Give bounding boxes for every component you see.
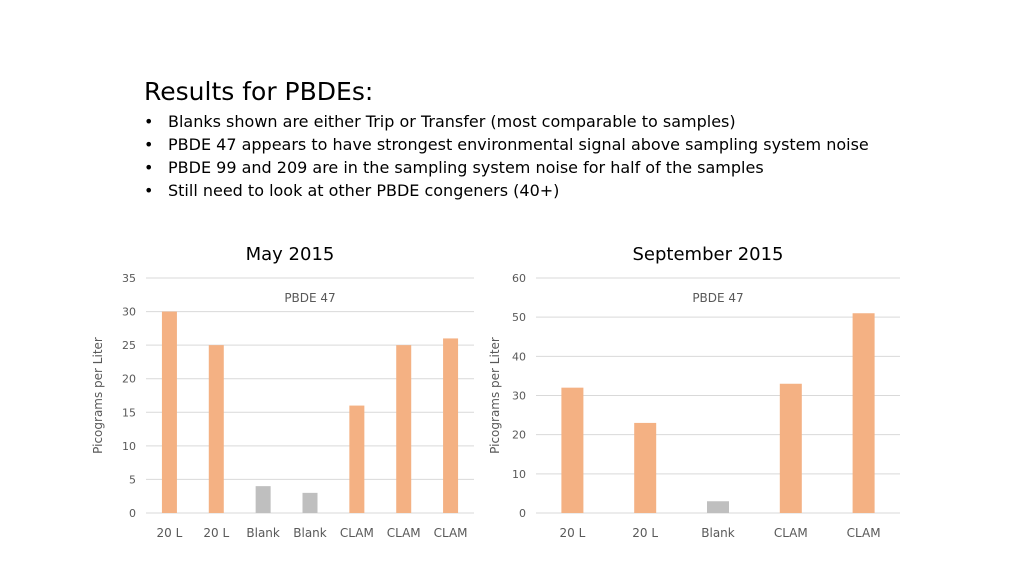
bar [255, 486, 271, 513]
y-tick-label: 40 [512, 350, 526, 363]
y-axis-label: Picograms per Liter [91, 337, 105, 454]
x-tick-label: CLAM [387, 526, 421, 540]
x-tick-label: CLAM [847, 526, 881, 540]
y-tick-label: 50 [512, 311, 526, 324]
y-tick-label: 5 [129, 473, 136, 486]
y-tick-label: 20 [122, 373, 136, 386]
bullet-item: • Still need to look at other PBDE congen… [144, 179, 869, 202]
bar [634, 422, 657, 513]
bar [396, 345, 412, 513]
bullet-text: Blanks shown are either Trip or Transfer… [168, 112, 736, 131]
y-tick-label: 60 [512, 272, 526, 285]
bar [779, 383, 802, 513]
bullet-item: • PBDE 47 appears to have strongest envir… [144, 133, 869, 156]
bullet-dot: • [144, 181, 154, 200]
bullet-dot: • [144, 135, 154, 154]
x-tick-label: 20 L [632, 526, 658, 540]
bar [208, 345, 224, 513]
bullet-text: Still need to look at other PBDE congene… [168, 181, 560, 200]
bar [561, 387, 584, 513]
x-tick-label: CLAM [774, 526, 808, 540]
chart-title: September 2015 [632, 244, 784, 265]
bar [349, 405, 365, 513]
bar [443, 338, 459, 513]
chart-subtitle: PBDE 47 [692, 291, 743, 305]
bullet-item: • Blanks shown are either Trip or Transfe… [144, 110, 869, 133]
y-tick-label: 10 [122, 440, 136, 453]
y-tick-label: 30 [512, 390, 526, 403]
chart-subtitle: PBDE 47 [284, 291, 335, 305]
y-tick-label: 25 [122, 339, 136, 352]
x-tick-label: Blank [246, 526, 280, 540]
y-tick-label: 0 [129, 507, 136, 520]
y-tick-label: 15 [122, 406, 136, 419]
bar [161, 311, 177, 513]
y-tick-label: 35 [122, 272, 136, 285]
x-tick-label: Blank [701, 526, 735, 540]
bullet-text: PBDE 47 appears to have strongest enviro… [168, 135, 869, 154]
chart-title: May 2015 [245, 244, 335, 265]
y-tick-label: 30 [122, 306, 136, 319]
x-tick-label: 20 L [203, 526, 229, 540]
bullet-text: PBDE 99 and 209 are in the sampling syst… [168, 158, 764, 177]
bar [302, 492, 318, 513]
may-2015-chart: May 2015 0 5 10 15 20 25 30 35 Picograms per Lit… [80, 236, 500, 556]
slide-title: Results for PBDEs: [144, 77, 374, 106]
bullet-dot: • [144, 158, 154, 177]
x-tick-label: CLAM [340, 526, 374, 540]
x-tick-label: Blank [293, 526, 327, 540]
bar [852, 313, 875, 513]
bar [707, 501, 729, 513]
september-2015-chart-plot: 0 10 20 30 40 50 60 Picograms per Liter PBDE 47 2… [488, 272, 900, 540]
may-2015-chart-plot: 0 5 10 15 20 25 30 35 Picograms per Liter PBDE 47… [91, 272, 474, 540]
x-tick-label: CLAM [434, 526, 468, 540]
y-tick-label: 0 [519, 507, 526, 520]
x-tick-label: 20 L [157, 526, 183, 540]
y-axis-label: Picograms per Liter [488, 337, 502, 454]
bullet-dot: • [144, 112, 154, 131]
x-tick-label: 20 L [560, 526, 586, 540]
y-tick-label: 10 [512, 468, 526, 481]
september-2015-chart: September 2015 0 10 20 30 40 50 60 Picograms pe… [480, 236, 920, 556]
bullet-list: • Blanks shown are either Trip or Transfe… [144, 110, 869, 202]
y-tick-label: 20 [512, 429, 526, 442]
bullet-item: • PBDE 99 and 209 are in the sampling sys… [144, 156, 869, 179]
